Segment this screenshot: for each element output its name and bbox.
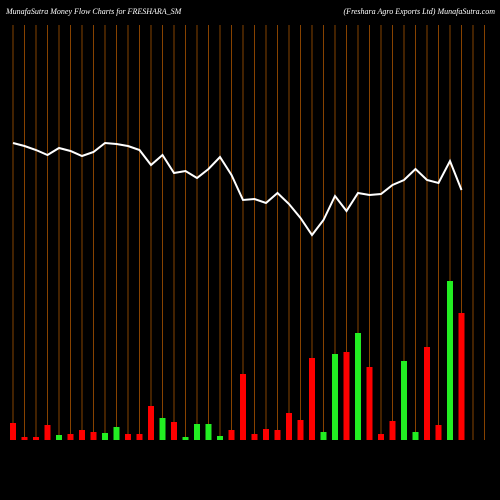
- bar: [240, 374, 246, 440]
- bar: [435, 425, 442, 440]
- bar: [378, 434, 384, 440]
- bar: [332, 354, 338, 440]
- bar: [447, 281, 453, 440]
- bar: [389, 421, 396, 440]
- bar: [125, 434, 131, 440]
- bar: [286, 413, 292, 440]
- bar: [424, 347, 430, 440]
- bar: [67, 434, 74, 440]
- bar: [412, 432, 419, 440]
- bar: [56, 435, 62, 440]
- bar: [102, 433, 108, 440]
- bar: [355, 333, 361, 440]
- bar: [251, 434, 258, 440]
- bar: [90, 432, 97, 440]
- bar: [79, 430, 85, 440]
- price-line: [12, 141, 463, 237]
- bar: [171, 422, 177, 440]
- bar: [182, 437, 189, 440]
- bar: [297, 420, 304, 440]
- bar: [458, 313, 465, 440]
- bar: [343, 352, 350, 440]
- bar: [320, 432, 327, 440]
- bar: [401, 361, 407, 440]
- bar: [263, 429, 269, 440]
- bar: [217, 436, 223, 440]
- bar: [10, 423, 16, 440]
- bar: [21, 437, 28, 440]
- bar: [148, 406, 154, 440]
- bar: [366, 367, 373, 440]
- bar: [309, 358, 315, 440]
- chart-subtitle: (Freshara Agro Exports Ltd) MunafaSutra.…: [344, 7, 496, 16]
- bar: [194, 424, 200, 440]
- bar: [44, 425, 51, 440]
- bar: [33, 437, 39, 440]
- bar: [113, 427, 120, 440]
- bar: [159, 418, 166, 440]
- bar: [136, 434, 143, 440]
- bar: [205, 424, 212, 440]
- chart-title: MunafaSutra Money Flow Charts for FRESHA…: [5, 7, 183, 16]
- bar: [228, 430, 235, 440]
- bar: [274, 430, 281, 440]
